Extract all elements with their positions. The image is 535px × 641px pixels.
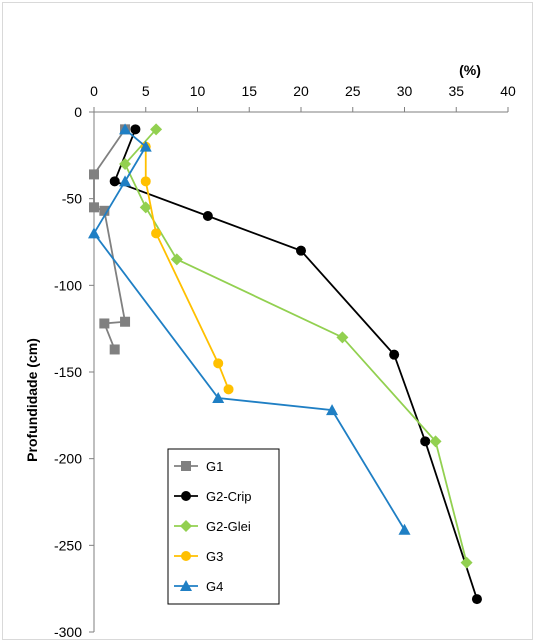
x-tick-label: 15 xyxy=(241,83,257,99)
data-point-g4 xyxy=(119,123,132,135)
data-point-g2-glei xyxy=(336,331,349,344)
legend-label: G1 xyxy=(206,459,223,474)
x-tick-label: 30 xyxy=(397,83,413,99)
data-point-g1 xyxy=(99,318,110,329)
data-point-g4 xyxy=(398,523,411,535)
legend-item-g2-glei: G2-Glei xyxy=(174,519,251,534)
x-tick-label: 25 xyxy=(345,83,361,99)
axes: 0 5 10 15 20 25 30 35 40 0 -50 -100 -150 -200 -250 -300… xyxy=(24,62,516,640)
x-tick-label: 40 xyxy=(500,83,516,99)
data-point-g4 xyxy=(139,140,152,152)
series-line-g3 xyxy=(144,146,230,390)
x-tick-label: 0 xyxy=(90,83,98,99)
series-g2-glei xyxy=(119,123,473,569)
y-tick-label: 0 xyxy=(74,104,82,120)
y-tick-label: -50 xyxy=(62,191,82,207)
data-point-g2-crip xyxy=(420,436,431,447)
legend-swatch-marker xyxy=(181,551,191,561)
legend-label: G2-Glei xyxy=(206,519,251,534)
data-point-g4 xyxy=(88,227,100,239)
legend-label: G2-Crip xyxy=(206,489,252,504)
y-axis-title: Profundidade (cm) xyxy=(24,338,40,462)
legend-label: G4 xyxy=(206,579,223,594)
data-point-g1 xyxy=(109,344,120,355)
data-point-g2-glei xyxy=(139,201,152,214)
data-point-g2-glei xyxy=(119,158,132,170)
legend-swatch-marker xyxy=(181,461,191,471)
data-point-g3 xyxy=(140,176,151,187)
y-tick-label: -200 xyxy=(54,451,82,467)
data-point-g3 xyxy=(213,358,224,369)
data-point-g2-crip xyxy=(130,124,141,135)
legend-item-g4: G4 xyxy=(174,579,223,594)
legend-swatch-marker xyxy=(181,491,191,501)
x-tick-label: 10 xyxy=(190,83,206,99)
data-point-g2-glei xyxy=(150,123,163,136)
y-tick-label: -300 xyxy=(54,624,82,640)
series-g3 xyxy=(140,141,234,395)
legend-item-g3: G3 xyxy=(174,549,223,564)
data-point-g1 xyxy=(89,169,99,180)
y-tick-label: -250 xyxy=(54,537,82,553)
x-axis-title: (%) xyxy=(459,62,481,78)
data-point-g4 xyxy=(212,392,225,403)
data-point-g2-crip xyxy=(202,211,213,221)
data-point-g1 xyxy=(99,205,110,216)
data-point-g2-glei xyxy=(170,253,183,266)
series-layer xyxy=(88,123,482,605)
legend-swatch-marker xyxy=(180,580,192,591)
series-g2-crip xyxy=(109,124,482,605)
data-point-g1 xyxy=(120,316,131,327)
data-point-g4 xyxy=(326,404,339,416)
data-point-g2-glei xyxy=(460,556,473,569)
data-point-g2-glei xyxy=(429,435,442,448)
data-point-g2-crip xyxy=(389,349,400,360)
data-point-g1 xyxy=(89,202,99,213)
data-point-g2-crip xyxy=(296,245,306,256)
y-tick-label: -100 xyxy=(54,277,82,293)
x-tick-label: 5 xyxy=(142,83,150,99)
legend-swatch-marker xyxy=(180,520,192,532)
legend: G1 G2-Crip G2-Glei G3 G4 xyxy=(167,448,280,605)
legend-label: G3 xyxy=(206,549,223,564)
data-point-g3 xyxy=(223,384,234,395)
y-tick-label: -150 xyxy=(54,364,82,380)
data-point-g4 xyxy=(119,175,132,187)
legend-item-g2-crip: G2-Crip xyxy=(174,489,252,504)
x-tick-label: 20 xyxy=(293,83,309,99)
series-g4 xyxy=(88,123,411,535)
data-point-g2-crip xyxy=(471,594,482,605)
data-point-g3 xyxy=(151,228,162,239)
x-tick-label: 35 xyxy=(448,83,464,99)
legend-item-g1: G1 xyxy=(174,459,223,474)
data-point-g2-crip xyxy=(109,176,120,187)
